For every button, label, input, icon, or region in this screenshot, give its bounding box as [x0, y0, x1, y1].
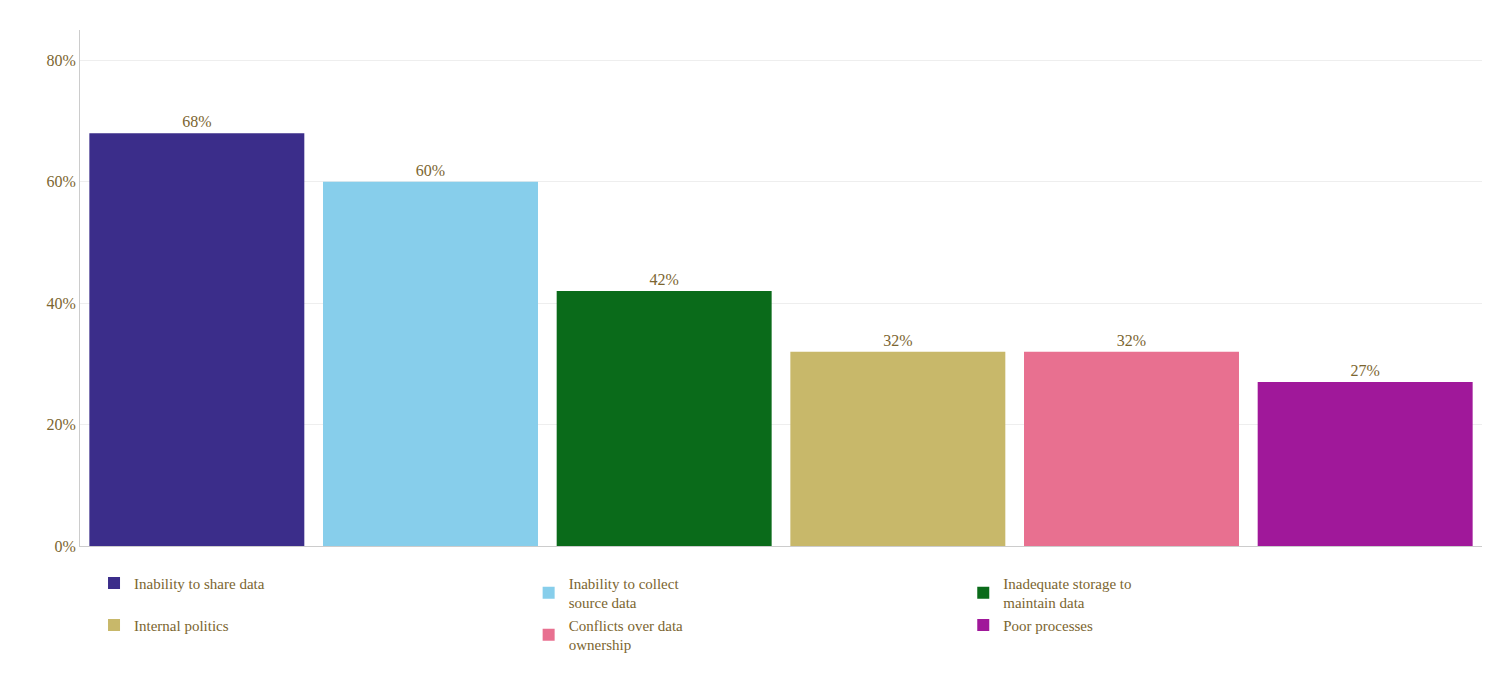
svg-text:Inability to share data: Inability to share data — [134, 576, 265, 592]
svg-text:0%: 0% — [54, 538, 75, 555]
svg-text:42%: 42% — [650, 271, 679, 288]
svg-text:40%: 40% — [46, 295, 75, 312]
svg-text:Inability to collectsource dat: Inability to collectsource data — [569, 576, 680, 612]
svg-text:60%: 60% — [416, 162, 445, 179]
svg-text:32%: 32% — [883, 332, 912, 349]
svg-text:68%: 68% — [182, 113, 211, 130]
svg-text:27%: 27% — [1351, 362, 1380, 379]
svg-text:80%: 80% — [46, 52, 75, 69]
svg-text:60%: 60% — [46, 173, 75, 190]
svg-text:Internal politics: Internal politics — [134, 618, 229, 634]
svg-text:20%: 20% — [46, 416, 75, 433]
svg-text:Inadequate storage tomaintain: Inadequate storage tomaintain data — [1003, 576, 1131, 612]
svg-text:Conflicts over dataownership: Conflicts over dataownership — [569, 618, 683, 654]
svg-text:Poor processes: Poor processes — [1003, 618, 1093, 634]
svg-text:32%: 32% — [1117, 332, 1146, 349]
